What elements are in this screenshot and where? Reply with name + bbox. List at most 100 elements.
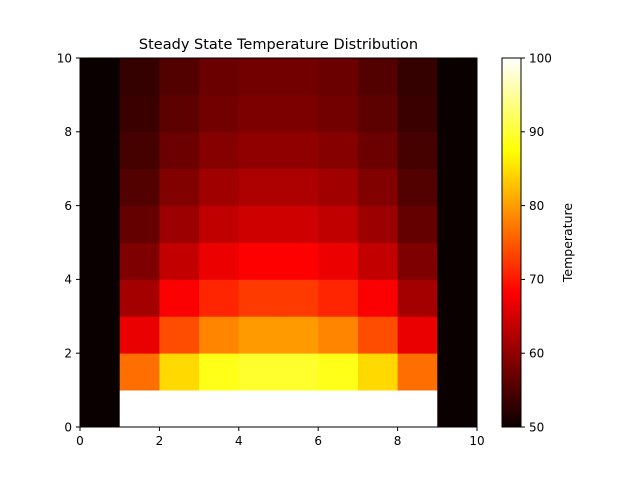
heatmap-cell (159, 279, 200, 317)
heatmap-cell (159, 353, 200, 391)
heatmap-cell (238, 353, 279, 391)
colorbar (501, 57, 522, 428)
heatmap-cell (238, 205, 279, 243)
heatmap-cell (357, 390, 398, 428)
heatmap-cell (159, 316, 200, 354)
heatmap-cell (278, 242, 319, 280)
y-tick-label: 10 (57, 51, 72, 65)
heatmap-cell (357, 353, 398, 391)
heatmap-cell (278, 390, 319, 428)
heatmap-cell (159, 242, 200, 280)
heatmap-cell (119, 58, 160, 96)
heatmap-cell (278, 353, 319, 391)
heatmap-cell (199, 131, 240, 170)
heatmap-cells (80, 58, 478, 428)
heatmap-cell (437, 279, 478, 317)
heatmap-cell (199, 168, 240, 206)
heatmap-cell (397, 390, 438, 428)
y-tick-label: 4 (64, 273, 72, 287)
heatmap-cell (199, 390, 240, 428)
heatmap-cell (318, 390, 359, 428)
heatmap-cell (238, 279, 279, 317)
heatmap-cell (278, 279, 319, 317)
heatmap-cell (238, 131, 279, 170)
heatmap-cell (437, 94, 478, 133)
heatmap-cell (357, 279, 398, 317)
heatmap-cell (437, 168, 478, 206)
heatmap-cell (80, 242, 121, 280)
heatmap-cell (357, 168, 398, 206)
heatmap-cell (199, 279, 240, 317)
heatmap-cell (278, 205, 319, 243)
colorbar-tick-label: 100 (529, 51, 552, 65)
heatmap-cell (437, 242, 478, 280)
heatmap-cell (80, 353, 121, 391)
heatmap-cell (397, 94, 438, 133)
heatmap-cell (199, 94, 240, 133)
y-tick-label: 6 (64, 199, 72, 213)
heatmap-cell (437, 390, 478, 428)
x-tick-label: 6 (314, 434, 322, 448)
heatmap-cell (318, 242, 359, 280)
heatmap-cell (397, 242, 438, 280)
heatmap-cell (318, 279, 359, 317)
x-tick-label: 4 (235, 434, 243, 448)
heatmap-cell (238, 390, 279, 428)
heatmap-cell (119, 390, 160, 428)
heatmap-cell (357, 131, 398, 170)
plot-frame (79, 57, 478, 428)
heatmap-cell (238, 58, 279, 96)
heatmap-cell (357, 242, 398, 280)
heatmap-cell (357, 316, 398, 354)
heatmap-cell (278, 58, 319, 96)
heatmap-cell (159, 131, 200, 170)
heatmap-cell (119, 205, 160, 243)
heatmap-cell (238, 316, 279, 354)
heatmap-cell (159, 168, 200, 206)
heatmap-cell (318, 58, 359, 96)
heatmap-cell (397, 353, 438, 391)
heatmap-cell (159, 94, 200, 133)
heatmap-cell (238, 94, 279, 133)
heatmap-cell (397, 58, 438, 96)
heatmap-cell (119, 242, 160, 280)
x-tick-label: 10 (469, 434, 484, 448)
heatmap-cell (80, 390, 121, 428)
y-tick-label: 0 (64, 420, 72, 434)
heatmap-cell (318, 94, 359, 133)
heatmap-cell (199, 316, 240, 354)
heatmap-cell (437, 58, 478, 96)
heatmap-cell (437, 131, 478, 170)
heatmap-cell (80, 94, 121, 133)
heatmap-cell (80, 168, 121, 206)
heatmap-cell (80, 205, 121, 243)
heatmap-cell (80, 131, 121, 170)
heatmap-cell (199, 242, 240, 280)
x-tick-label: 2 (156, 434, 164, 448)
heatmap-cell (397, 279, 438, 317)
heatmap-cell (318, 205, 359, 243)
heatmap-cell (437, 353, 478, 391)
heatmap-cell (278, 94, 319, 133)
heatmap-cell (318, 131, 359, 170)
heatmap-cell (199, 205, 240, 243)
colorbar-tick-label: 50 (529, 420, 544, 434)
y-tick-label: 8 (64, 125, 72, 139)
heatmap-cell (119, 94, 160, 133)
heatmap-cell (357, 58, 398, 96)
colorbar-tick-label: 90 (529, 125, 544, 139)
heatmap-cell (278, 316, 319, 354)
heatmap-cell (159, 390, 200, 428)
x-tick-label: 8 (394, 434, 402, 448)
heatmap-cell (119, 316, 160, 354)
heatmap-cell (318, 168, 359, 206)
heatmap-cell (119, 353, 160, 391)
x-axis: 0 2 4 6 8 10 (76, 427, 485, 448)
heatmap-cell (119, 131, 160, 170)
colorbar-tick-label: 60 (529, 347, 544, 361)
colorbar-tick-label: 70 (529, 273, 544, 287)
heatmap-cell (159, 205, 200, 243)
y-tick-label: 2 (64, 347, 72, 361)
colorbar-tick-label: 80 (529, 199, 544, 213)
